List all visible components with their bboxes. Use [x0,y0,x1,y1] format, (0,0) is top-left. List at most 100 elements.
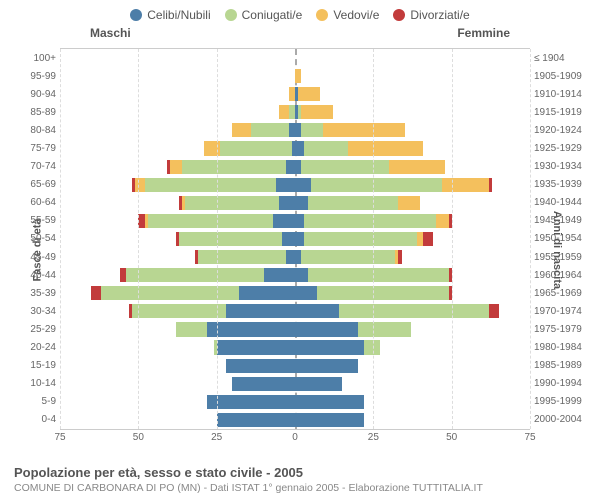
male-half [60,85,295,103]
pyramid-row: 40-441960-1964 [60,266,530,284]
pyramid-row: 55-591945-1949 [60,212,530,230]
female-half [295,375,530,393]
pyramid-row: 60-641940-1944 [60,194,530,212]
legend-swatch [130,9,142,21]
bar-segment [295,322,358,336]
female-half [295,248,530,266]
bar-segment [358,322,411,336]
bar-segment [308,196,399,210]
x-tick: 50 [446,432,457,443]
pyramid-row: 50-541950-1954 [60,230,530,248]
bar-segment [301,160,389,174]
male-bar [60,286,295,300]
male-bar [60,123,295,137]
birth-year-label: 1945-1949 [534,215,592,226]
age-label: 0-4 [18,414,56,425]
bar-segment [295,395,364,409]
male-bar [60,141,295,155]
bar-segment [176,322,207,336]
female-half [295,139,530,157]
bar-segment [317,286,449,300]
birth-year-label: 1925-1929 [534,143,592,154]
female-half [295,67,530,85]
female-half [295,320,530,338]
female-half [295,230,530,248]
pyramid-row: 30-341970-1974 [60,302,530,320]
bar-segment [308,268,449,282]
female-bar [295,395,530,409]
age-label: 20-24 [18,342,56,353]
bar-segment [489,178,492,192]
male-bar [60,87,295,101]
bar-segment [101,286,239,300]
birth-year-label: 1950-1954 [534,233,592,244]
female-bar [295,196,530,210]
pyramid-row: 45-491955-1959 [60,248,530,266]
bar-segment [295,340,364,354]
female-half [295,121,530,139]
male-bar [60,340,295,354]
bar-segment [239,286,295,300]
age-label: 5-9 [18,396,56,407]
female-bar [295,51,530,65]
x-tick: 25 [211,432,222,443]
bar-segment [145,178,277,192]
x-tick: 75 [524,432,535,443]
bar-segment [301,105,332,119]
female-bar [295,123,530,137]
bar-segment [295,196,308,210]
birth-year-label: 1985-1989 [534,360,592,371]
female-half [295,49,530,67]
bar-segment [276,178,295,192]
bar-segment [348,141,423,155]
female-half [295,176,530,194]
bar-segment [389,160,445,174]
bar-segment [442,178,489,192]
bar-segment [279,196,295,210]
legend-item: Coniugati/e [225,8,303,22]
age-label: 100+ [18,53,56,64]
female-bar [295,232,530,246]
female-half [295,284,530,302]
x-tick: 50 [133,432,144,443]
male-bar [60,268,295,282]
age-label: 25-29 [18,324,56,335]
bar-segment [323,123,404,137]
male-half [60,284,295,302]
chart-footer: Popolazione per età, sesso e stato civil… [14,465,590,494]
bar-segment [185,196,279,210]
legend-label: Celibi/Nubili [147,8,210,22]
female-bar [295,105,530,119]
female-bar [295,377,530,391]
male-half [60,357,295,375]
male-half [60,302,295,320]
legend-label: Divorziati/e [410,8,469,22]
gender-titles: Maschi Femmine [0,22,600,40]
bar-segment [339,304,489,318]
bar-segment [311,178,443,192]
birth-year-label: 1960-1964 [534,270,592,281]
birth-year-label: ≤ 1904 [534,53,592,64]
bar-segment [304,141,348,155]
legend-label: Coniugati/e [242,8,303,22]
x-axis: 7550250255075 [60,432,530,448]
bar-segment [295,232,304,246]
male-half [60,103,295,121]
age-label: 85-89 [18,107,56,118]
male-bar [60,413,295,427]
male-half [60,158,295,176]
female-bar [295,322,530,336]
gridline [138,49,139,429]
male-half [60,393,295,411]
bar-segment [295,69,301,83]
female-bar [295,304,530,318]
female-half [295,302,530,320]
x-tick: 75 [54,432,65,443]
bar-segment [217,413,295,427]
pyramid-row: 70-741930-1934 [60,158,530,176]
bar-segment [489,304,498,318]
bar-segment [295,141,304,155]
male-bar [60,105,295,119]
pyramid-row: 75-791925-1929 [60,139,530,157]
age-label: 40-44 [18,270,56,281]
